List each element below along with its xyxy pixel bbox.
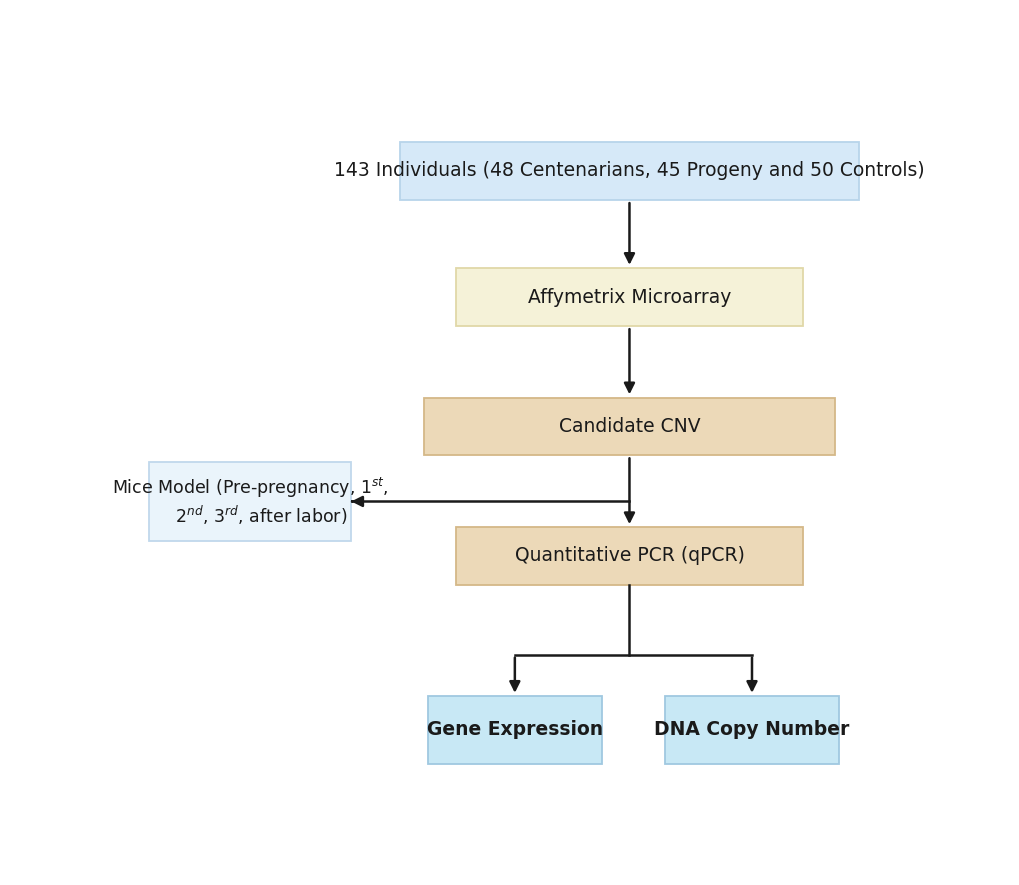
Text: Quantitative PCR (qPCR): Quantitative PCR (qPCR) bbox=[514, 546, 744, 566]
Text: DNA Copy Number: DNA Copy Number bbox=[653, 720, 849, 739]
FancyBboxPatch shape bbox=[149, 462, 351, 541]
FancyBboxPatch shape bbox=[428, 696, 601, 764]
Text: Candidate CNV: Candidate CNV bbox=[558, 417, 700, 436]
Text: Gene Expression: Gene Expression bbox=[426, 720, 602, 739]
FancyBboxPatch shape bbox=[399, 142, 858, 200]
FancyBboxPatch shape bbox=[664, 696, 839, 764]
Text: Mice Model (Pre-pregnancy, 1$^{st}$,
    2$^{nd}$, 3$^{rd}$, after labor): Mice Model (Pre-pregnancy, 1$^{st}$, 2$^… bbox=[112, 476, 388, 527]
Text: 143 Individuals (48 Centenarians, 45 Progeny and 50 Controls): 143 Individuals (48 Centenarians, 45 Pro… bbox=[334, 161, 924, 181]
FancyBboxPatch shape bbox=[455, 268, 803, 326]
FancyBboxPatch shape bbox=[424, 397, 835, 456]
Text: Affymetrix Microarray: Affymetrix Microarray bbox=[527, 288, 731, 306]
FancyBboxPatch shape bbox=[455, 527, 803, 585]
